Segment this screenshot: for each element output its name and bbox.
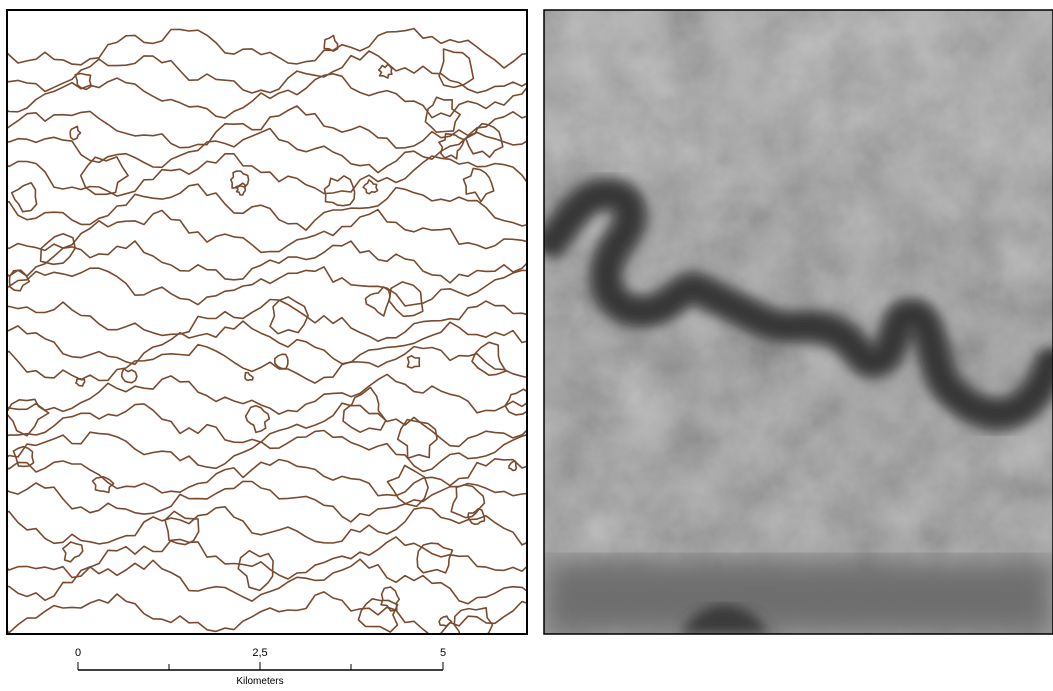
- scale-label: 2,5: [252, 647, 267, 659]
- page: 0 2,5 5 Kilometers (() => { const data =…: [0, 0, 1053, 686]
- scale-unit: Kilometers: [236, 676, 283, 686]
- elevation-low: [544, 560, 1053, 634]
- elevation-map: [544, 10, 1053, 634]
- scale-label: 0: [75, 647, 81, 659]
- contour-map: [0, 10, 540, 643]
- scale-label: 5: [440, 647, 446, 659]
- scale-bar: 0 2,5 5 Kilometers: [75, 647, 446, 686]
- map-layout: 0 2,5 5 Kilometers: [0, 0, 1053, 686]
